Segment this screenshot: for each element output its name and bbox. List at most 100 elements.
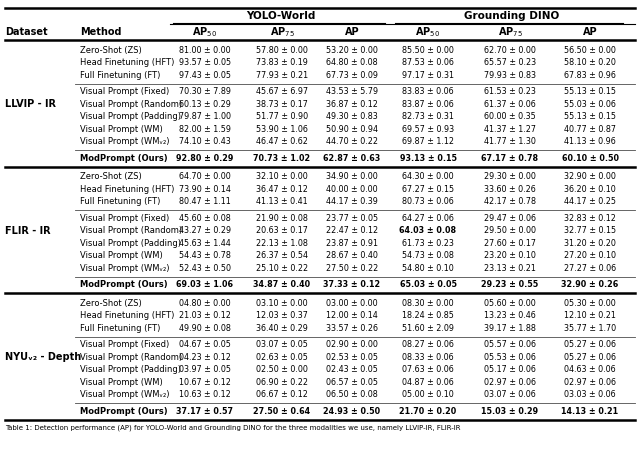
Text: 93.57 ± 0.05: 93.57 ± 0.05 (179, 58, 231, 67)
Text: 80.73 ± 0.06: 80.73 ± 0.06 (402, 197, 454, 206)
Text: 21.03 ± 0.12: 21.03 ± 0.12 (179, 311, 231, 320)
Text: 64.27 ± 0.06: 64.27 ± 0.06 (402, 214, 454, 223)
Text: 45.60 ± 0.08: 45.60 ± 0.08 (179, 214, 231, 223)
Text: 54.73 ± 0.08: 54.73 ± 0.08 (402, 251, 454, 260)
Text: 03.97 ± 0.05: 03.97 ± 0.05 (179, 365, 231, 374)
Text: LLVIP - IR: LLVIP - IR (5, 99, 56, 109)
Text: 70.73 ± 1.02: 70.73 ± 1.02 (253, 154, 310, 163)
Text: 79.93 ± 0.83: 79.93 ± 0.83 (484, 71, 536, 80)
Text: 34.87 ± 0.40: 34.87 ± 0.40 (253, 280, 310, 289)
Text: 25.10 ± 0.22: 25.10 ± 0.22 (256, 264, 308, 273)
Text: 27.50 ± 0.64: 27.50 ± 0.64 (253, 407, 310, 416)
Text: 05.60 ± 0.00: 05.60 ± 0.00 (484, 299, 536, 308)
Text: ModPrompt (Ours): ModPrompt (Ours) (80, 407, 168, 416)
Text: Visual Prompt (Random): Visual Prompt (Random) (80, 353, 182, 362)
Text: 40.00 ± 0.00: 40.00 ± 0.00 (326, 185, 378, 194)
Text: 36.20 ± 0.10: 36.20 ± 0.10 (564, 185, 616, 194)
Text: Visual Prompt (Fixed): Visual Prompt (Fixed) (80, 214, 169, 223)
Text: 10.67 ± 0.12: 10.67 ± 0.12 (179, 378, 231, 387)
Text: 32.83 ± 0.12: 32.83 ± 0.12 (564, 214, 616, 223)
Text: 33.60 ± 0.26: 33.60 ± 0.26 (484, 185, 536, 194)
Text: 08.30 ± 0.00: 08.30 ± 0.00 (402, 299, 454, 308)
Text: 15.03 ± 0.29: 15.03 ± 0.29 (481, 407, 539, 416)
Text: 81.00 ± 0.00: 81.00 ± 0.00 (179, 46, 231, 55)
Text: AP$_{75}$: AP$_{75}$ (497, 25, 522, 39)
Text: 14.13 ± 0.21: 14.13 ± 0.21 (561, 407, 619, 416)
Text: 23.20 ± 0.10: 23.20 ± 0.10 (484, 251, 536, 260)
Text: 27.20 ± 0.10: 27.20 ± 0.10 (564, 251, 616, 260)
Text: 06.57 ± 0.05: 06.57 ± 0.05 (326, 378, 378, 387)
Text: 06.90 ± 0.22: 06.90 ± 0.22 (256, 378, 308, 387)
Text: 37.33 ± 0.12: 37.33 ± 0.12 (323, 280, 381, 289)
Text: Visual Prompt (Padding): Visual Prompt (Padding) (80, 112, 181, 121)
Text: 04.23 ± 0.12: 04.23 ± 0.12 (179, 353, 231, 362)
Text: 62.70 ± 0.00: 62.70 ± 0.00 (484, 46, 536, 55)
Text: 02.63 ± 0.05: 02.63 ± 0.05 (256, 353, 308, 362)
Text: 32.90 ± 0.26: 32.90 ± 0.26 (561, 280, 619, 289)
Text: Zero-Shot (ZS): Zero-Shot (ZS) (80, 46, 141, 55)
Text: 05.00 ± 0.10: 05.00 ± 0.10 (402, 390, 454, 399)
Text: Visual Prompt (Fixed): Visual Prompt (Fixed) (80, 340, 169, 349)
Text: 60.13 ± 0.29: 60.13 ± 0.29 (179, 100, 231, 109)
Text: 29.50 ± 0.00: 29.50 ± 0.00 (484, 226, 536, 235)
Text: 04.87 ± 0.06: 04.87 ± 0.06 (402, 378, 454, 387)
Text: 46.47 ± 0.62: 46.47 ± 0.62 (256, 137, 308, 146)
Text: 13.23 ± 0.46: 13.23 ± 0.46 (484, 311, 536, 320)
Text: 69.03 ± 1.06: 69.03 ± 1.06 (177, 280, 234, 289)
Text: Head Finetuning (HFT): Head Finetuning (HFT) (80, 185, 174, 194)
Text: 73.90 ± 0.14: 73.90 ± 0.14 (179, 185, 231, 194)
Text: 44.70 ± 0.22: 44.70 ± 0.22 (326, 137, 378, 146)
Text: 97.17 ± 0.31: 97.17 ± 0.31 (402, 71, 454, 80)
Text: 64.03 ± 0.08: 64.03 ± 0.08 (399, 226, 456, 235)
Text: 45.67 ± 6.97: 45.67 ± 6.97 (256, 87, 308, 96)
Text: Head Finetuning (HFT): Head Finetuning (HFT) (80, 58, 174, 67)
Text: FLIR - IR: FLIR - IR (5, 226, 51, 236)
Text: ModPrompt (Ours): ModPrompt (Ours) (80, 280, 168, 289)
Text: 04.67 ± 0.05: 04.67 ± 0.05 (179, 340, 231, 349)
Text: 42.17 ± 0.78: 42.17 ± 0.78 (484, 197, 536, 206)
Text: 23.13 ± 0.21: 23.13 ± 0.21 (484, 264, 536, 273)
Text: Visual Prompt (Fixed): Visual Prompt (Fixed) (80, 87, 169, 96)
Text: 23.77 ± 0.05: 23.77 ± 0.05 (326, 214, 378, 223)
Text: 41.13 ± 0.41: 41.13 ± 0.41 (256, 197, 308, 206)
Text: 55.03 ± 0.06: 55.03 ± 0.06 (564, 100, 616, 109)
Text: 06.67 ± 0.12: 06.67 ± 0.12 (256, 390, 308, 399)
Text: 67.73 ± 0.09: 67.73 ± 0.09 (326, 71, 378, 80)
Text: 10.63 ± 0.12: 10.63 ± 0.12 (179, 390, 231, 399)
Text: 02.50 ± 0.00: 02.50 ± 0.00 (256, 365, 308, 374)
Text: 62.87 ± 0.63: 62.87 ± 0.63 (323, 154, 381, 163)
Text: 21.90 ± 0.08: 21.90 ± 0.08 (256, 214, 308, 223)
Text: 32.10 ± 0.00: 32.10 ± 0.00 (256, 172, 308, 181)
Text: 65.57 ± 0.23: 65.57 ± 0.23 (484, 58, 536, 67)
Text: 67.83 ± 0.96: 67.83 ± 0.96 (564, 71, 616, 80)
Text: 67.17 ± 0.78: 67.17 ± 0.78 (481, 154, 539, 163)
Text: Visual Prompt (WM): Visual Prompt (WM) (80, 125, 163, 134)
Text: 05.27 ± 0.06: 05.27 ± 0.06 (564, 340, 616, 349)
Text: 03.00 ± 0.00: 03.00 ± 0.00 (326, 299, 378, 308)
Text: Method: Method (80, 27, 122, 37)
Text: 02.97 ± 0.06: 02.97 ± 0.06 (564, 378, 616, 387)
Text: 32.77 ± 0.15: 32.77 ± 0.15 (564, 226, 616, 235)
Text: 83.87 ± 0.06: 83.87 ± 0.06 (402, 100, 454, 109)
Text: 51.77 ± 0.90: 51.77 ± 0.90 (256, 112, 308, 121)
Text: 64.80 ± 0.08: 64.80 ± 0.08 (326, 58, 378, 67)
Text: 33.57 ± 0.26: 33.57 ± 0.26 (326, 324, 378, 333)
Text: NYUᵥ₂ - Depth: NYUᵥ₂ - Depth (5, 352, 81, 362)
Text: 26.37 ± 0.54: 26.37 ± 0.54 (256, 251, 308, 260)
Text: 60.10 ± 0.50: 60.10 ± 0.50 (561, 154, 618, 163)
Text: 54.43 ± 0.78: 54.43 ± 0.78 (179, 251, 231, 260)
Text: 12.03 ± 0.37: 12.03 ± 0.37 (256, 311, 308, 320)
Text: 41.13 ± 0.96: 41.13 ± 0.96 (564, 137, 616, 146)
Text: Full Finetuning (FT): Full Finetuning (FT) (80, 197, 161, 206)
Text: 87.53 ± 0.06: 87.53 ± 0.06 (402, 58, 454, 67)
Text: Grounding DINO: Grounding DINO (464, 11, 559, 21)
Text: 04.63 ± 0.06: 04.63 ± 0.06 (564, 365, 616, 374)
Text: 61.73 ± 0.23: 61.73 ± 0.23 (402, 239, 454, 248)
Text: 31.20 ± 0.20: 31.20 ± 0.20 (564, 239, 616, 248)
Text: Visual Prompt (Padding): Visual Prompt (Padding) (80, 365, 181, 374)
Text: 27.50 ± 0.22: 27.50 ± 0.22 (326, 264, 378, 273)
Text: 53.20 ± 0.00: 53.20 ± 0.00 (326, 46, 378, 55)
Text: 44.17 ± 0.25: 44.17 ± 0.25 (564, 197, 616, 206)
Text: 12.10 ± 0.21: 12.10 ± 0.21 (564, 311, 616, 320)
Text: 06.50 ± 0.08: 06.50 ± 0.08 (326, 390, 378, 399)
